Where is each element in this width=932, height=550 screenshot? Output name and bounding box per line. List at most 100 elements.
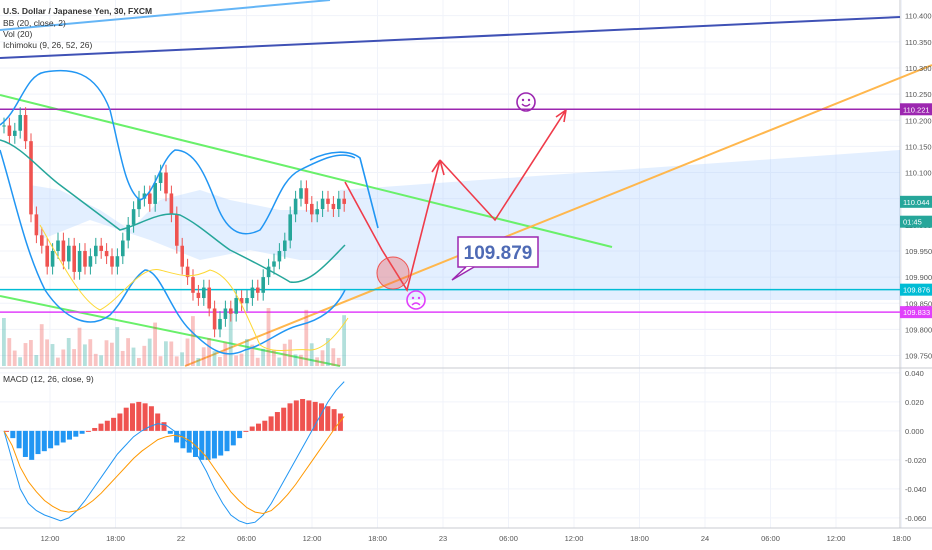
- macd-histogram-bar: [48, 430, 54, 449]
- macd-histogram-bar: [186, 430, 192, 453]
- volume-bar: [50, 344, 55, 366]
- volume-bar: [29, 340, 33, 366]
- candle-body: [83, 250, 87, 267]
- time-axis-tick-label: 18:00: [106, 534, 125, 543]
- candle-body: [277, 250, 282, 262]
- macd-histogram-bar: [148, 406, 154, 431]
- candle-body: [67, 245, 71, 262]
- candle-body: [218, 318, 222, 330]
- indicator-vol-label[interactable]: Vol (20): [3, 29, 33, 39]
- target-circle-marker: [376, 256, 410, 290]
- volume-bar: [228, 310, 233, 366]
- macd-histogram-bar: [10, 430, 16, 439]
- candle-body: [13, 130, 17, 136]
- candle-body: [337, 198, 341, 210]
- sad-smiley-icon-mouth: [411, 302, 421, 306]
- volume-bar: [282, 343, 287, 366]
- macd-histogram-bar: [16, 430, 22, 449]
- macd-histogram-bar: [300, 398, 306, 431]
- price-tag-badge: [900, 306, 932, 319]
- time-axis-tick-label: 06:00: [499, 534, 518, 543]
- volume-bar: [326, 338, 330, 366]
- candle-body: [153, 183, 157, 204]
- volume-bar: [272, 349, 276, 366]
- candle-body: [158, 172, 163, 183]
- volume-bar: [83, 344, 87, 366]
- macd-histogram-bar: [243, 430, 249, 432]
- green-channel-lower: [0, 295, 341, 367]
- candle-body: [304, 188, 309, 204]
- candle-body: [50, 250, 55, 267]
- indicator-ichimoku-label[interactable]: Ichimoku (9, 26, 52, 26): [3, 40, 93, 50]
- macd-axis-tick-label: -0.020: [905, 456, 926, 465]
- macd-histogram-bar: [161, 422, 167, 431]
- price-axis-tick-label: 109.900: [905, 273, 932, 282]
- candle-body: [331, 203, 336, 210]
- candle-body: [207, 287, 211, 309]
- happy-smiley-icon: [516, 92, 536, 112]
- price-axis-tick-label: 110.200: [905, 116, 932, 125]
- candle-body: [283, 240, 287, 251]
- candle-body: [56, 240, 60, 251]
- time-axis-tick-label: 24: [701, 534, 709, 543]
- green-channel-upper: [0, 94, 613, 248]
- volume-bar: [18, 357, 22, 366]
- indicator-bb-label[interactable]: BB (20, close, 2): [3, 18, 66, 28]
- volume-bar: [245, 339, 249, 366]
- volume-bar: [212, 351, 217, 366]
- candle-body: [126, 224, 130, 241]
- candle-body: [288, 214, 292, 241]
- candle-body: [121, 240, 125, 257]
- price-tag-label: 109.876: [903, 286, 930, 295]
- volume-bar: [191, 316, 195, 366]
- candle-body: [131, 209, 136, 225]
- volume-bar: [293, 354, 298, 366]
- volume-bar: [331, 348, 336, 366]
- macd-histogram-bar: [274, 412, 280, 431]
- volume-bar: [207, 338, 211, 366]
- happy-smiley-icon-eye: [527, 98, 531, 102]
- macd-histogram-bar: [256, 423, 261, 431]
- candle-body: [223, 308, 228, 319]
- volume-bar: [126, 338, 130, 366]
- price-tag-badge: [900, 283, 932, 296]
- macd-histogram-bar: [287, 403, 293, 431]
- candle-body: [185, 266, 190, 278]
- macd-histogram-bar: [230, 430, 236, 446]
- price-axis-tick-label: 109.750: [905, 352, 932, 361]
- candle-body: [342, 198, 346, 204]
- macd-histogram-bar: [111, 417, 117, 431]
- macd-histogram-bar: [41, 430, 47, 452]
- macd-histogram-bar: [29, 430, 35, 460]
- macd-histogram-bar: [167, 430, 173, 434]
- macd-histogram-bar: [155, 413, 161, 431]
- candle-body: [196, 292, 201, 299]
- volume-bar: [147, 338, 152, 366]
- volume-bar: [336, 357, 341, 366]
- macd-histogram-bar: [79, 430, 85, 434]
- time-axis-tick-label: 12:00: [303, 534, 322, 543]
- macd-histogram-bar: [67, 430, 72, 440]
- time-axis-tick-label: 06:00: [237, 534, 256, 543]
- blue-trendline-top: [0, 0, 331, 31]
- macd-line: [3, 381, 345, 525]
- sad-smiley-icon-eye: [411, 296, 415, 300]
- macd-histogram-bar: [319, 403, 324, 431]
- candle-body: [148, 193, 152, 204]
- macd-histogram-bar: [22, 430, 28, 457]
- candle-body: [234, 298, 238, 314]
- candle-body: [245, 298, 249, 304]
- volume-bar: [2, 318, 6, 366]
- candle-body: [72, 245, 76, 272]
- volume-bar: [77, 327, 82, 366]
- macd-histogram-bar: [262, 420, 268, 431]
- price-tag-label: 109.833: [903, 308, 930, 317]
- candle-body: [99, 245, 103, 251]
- price-axis-tick-label: 110.150: [905, 142, 932, 151]
- price-axis-tick-label: 109.800: [905, 325, 932, 334]
- sad-smiley-icon: [406, 290, 426, 310]
- candle-body: [88, 256, 93, 267]
- price-axis-tick-label: 110.400: [905, 12, 932, 21]
- macd-title[interactable]: MACD (12, 26, close, 9): [3, 374, 94, 384]
